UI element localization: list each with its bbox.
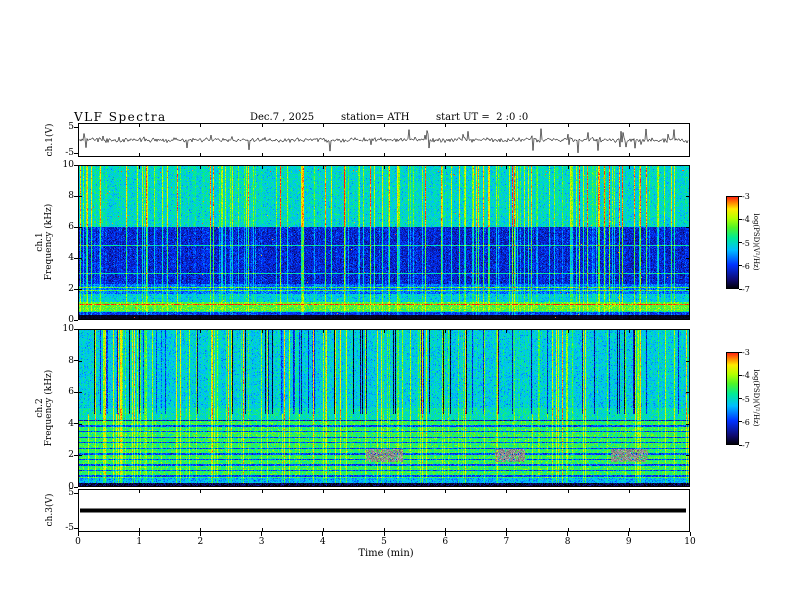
- freq-tick-mark: [74, 391, 78, 393]
- volt-tick-label: 5: [68, 488, 74, 498]
- x-tick-mark: [138, 532, 140, 536]
- freq-tick-mark: [74, 195, 78, 197]
- x-tick-mark: [628, 532, 630, 536]
- colorbar-tick-mark: [739, 288, 742, 290]
- freq-tick-label: 4: [68, 253, 74, 263]
- x-tick-label: 0: [75, 537, 81, 547]
- freq-tick-mark: [74, 257, 78, 259]
- colorbar-tick-mark: [739, 421, 742, 423]
- ch1-frequency-axis-label: ch.1 Frequency (kHz): [35, 187, 54, 297]
- colorbar-tick-label: -7: [742, 285, 750, 294]
- ch3-waveform-canvas: [78, 489, 690, 532]
- ch1-spectrogram-canvas: [78, 165, 690, 320]
- start-ut-label: start UT = 2 :0 :0: [436, 112, 529, 123]
- freq-tick-mark: [74, 164, 78, 166]
- colorbar-tick-mark: [739, 265, 742, 267]
- volt-tick-mark: [74, 126, 78, 128]
- freq-tick-mark: [74, 360, 78, 362]
- freq-tick-label: 4: [68, 418, 74, 429]
- colorbar-ch2-canvas: [726, 352, 739, 445]
- ch2-frequency-axis-label: ch.2 Frequency (kHz): [35, 353, 54, 463]
- x-tick-mark: [77, 532, 79, 536]
- x-tick-label: 10: [684, 537, 696, 547]
- freq-tick-label: 10: [62, 324, 74, 334]
- colorbar-ch1-label: log(PSD)(V²/Hz): [752, 213, 760, 271]
- colorbar-ch1-canvas: [726, 196, 739, 289]
- ch1-waveform-canvas: [78, 123, 690, 157]
- time-axis-label: Time (min): [358, 548, 414, 559]
- colorbar-tick-label: -5: [742, 394, 750, 404]
- freq-tick-label: 0: [68, 482, 74, 492]
- freq-tick-mark: [74, 423, 78, 425]
- x-tick-mark: [505, 532, 507, 536]
- colorbar-tick-label: -6: [742, 261, 750, 271]
- volt-tick-mark: [74, 527, 78, 529]
- ch1-axis-frequency-text: Frequency (kHz): [44, 203, 54, 281]
- freq-tick-label: 2: [68, 284, 74, 294]
- freq-tick-label: 6: [68, 387, 74, 398]
- freq-tick-mark: [74, 288, 78, 290]
- x-tick-label: 7: [503, 537, 510, 547]
- freq-tick-label: 8: [68, 191, 74, 201]
- freq-tick-mark: [74, 226, 78, 228]
- volt-tick-mark: [74, 492, 78, 494]
- colorbar-tick-label: -3: [742, 192, 750, 201]
- freq-tick-label: 8: [68, 355, 74, 366]
- x-tick-label: 8: [564, 537, 571, 547]
- x-tick-label: 6: [442, 537, 449, 547]
- x-tick-label: 1: [136, 537, 143, 547]
- colorbar-tick-label: -4: [742, 371, 750, 381]
- x-tick-mark: [322, 532, 324, 536]
- station-label: station= ATH: [341, 112, 410, 123]
- x-tick-mark: [261, 532, 263, 536]
- x-tick-label: 5: [381, 537, 387, 547]
- colorbar-tick-mark: [739, 374, 742, 376]
- freq-tick-label: 2: [68, 450, 74, 461]
- freq-tick-mark: [74, 486, 78, 488]
- freq-tick-label: 0: [68, 315, 74, 325]
- colorbar-tick-mark: [739, 195, 742, 197]
- x-tick-label: 3: [258, 537, 265, 547]
- colorbar-tick-label: -3: [742, 348, 750, 357]
- x-tick-mark: [567, 532, 569, 536]
- volt-tick-label: -5: [65, 523, 74, 533]
- ch2-spectrogram-canvas: [78, 329, 690, 487]
- freq-tick-label: 10: [62, 160, 74, 170]
- colorbar-tick-mark: [739, 398, 742, 399]
- colorbar-ch2-label: log(PSD)(V²/Hz): [752, 369, 760, 427]
- colorbar-tick-mark: [739, 351, 742, 353]
- volt-tick-mark: [74, 152, 78, 154]
- colorbar-tick-label: -6: [742, 417, 750, 427]
- x-tick-mark: [199, 532, 201, 536]
- colorbar-tick-label: -4: [742, 215, 750, 225]
- x-tick-label: 2: [197, 537, 204, 547]
- x-tick-label: 9: [625, 537, 632, 547]
- volt-tick-label: 5: [68, 122, 74, 132]
- plot-date: Dec.7 , 2025: [250, 112, 315, 123]
- plot-title: VLF Spectra: [74, 110, 167, 124]
- volt-tick-label: -5: [65, 148, 74, 158]
- colorbar-tick-label: -7: [742, 441, 750, 450]
- x-tick-mark: [444, 532, 446, 536]
- freq-tick-mark: [74, 319, 78, 321]
- x-tick-label: 4: [319, 537, 326, 547]
- freq-tick-mark: [74, 328, 78, 330]
- colorbar-tick-label: -5: [742, 238, 750, 248]
- colorbar-tick-mark: [739, 444, 742, 446]
- colorbar-tick-mark: [739, 242, 742, 243]
- freq-tick-mark: [74, 454, 78, 456]
- freq-tick-label: 6: [68, 222, 74, 232]
- colorbar-tick-mark: [739, 218, 742, 220]
- x-tick-mark: [383, 532, 385, 536]
- x-tick-mark: [689, 532, 691, 536]
- ch2-axis-frequency-text: Frequency (kHz): [44, 369, 54, 447]
